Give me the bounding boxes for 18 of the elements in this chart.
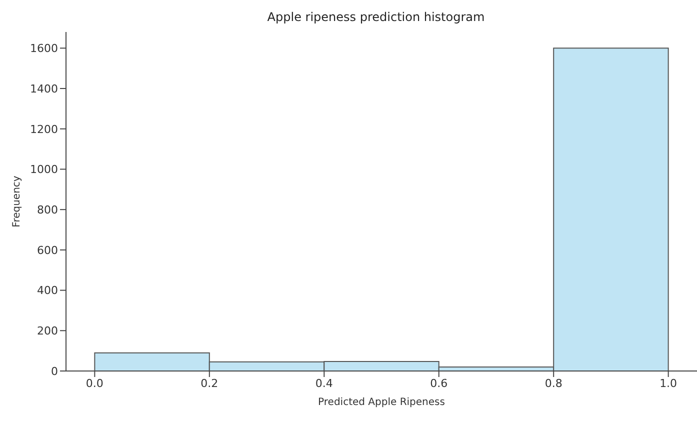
x-tick-label: 0.0 xyxy=(86,376,104,390)
y-tick-label: 600 xyxy=(37,244,58,257)
y-tick-label: 200 xyxy=(37,324,58,338)
x-tick-label: 0.6 xyxy=(430,376,448,390)
x-tick-label: 0.2 xyxy=(200,376,218,390)
x-tick-label: 1.0 xyxy=(660,376,678,390)
y-tick-label: 1000 xyxy=(30,163,58,176)
y-tick-label: 0 xyxy=(51,364,58,378)
x-axis-title: Predicted Apple Ripeness xyxy=(318,397,445,408)
x-tick-label: 0.8 xyxy=(544,376,562,390)
y-tick-label: 400 xyxy=(37,284,58,298)
chart-title: Apple ripeness prediction histogram xyxy=(266,10,486,24)
y-tick-label: 1400 xyxy=(30,82,58,96)
y-tick-label: 1200 xyxy=(30,122,58,136)
x-tick-label: 0.4 xyxy=(315,376,333,390)
y-axis-title: Frequency xyxy=(12,176,23,228)
y-tick-label: 800 xyxy=(37,203,58,216)
y-tick-label: 1600 xyxy=(30,42,58,56)
